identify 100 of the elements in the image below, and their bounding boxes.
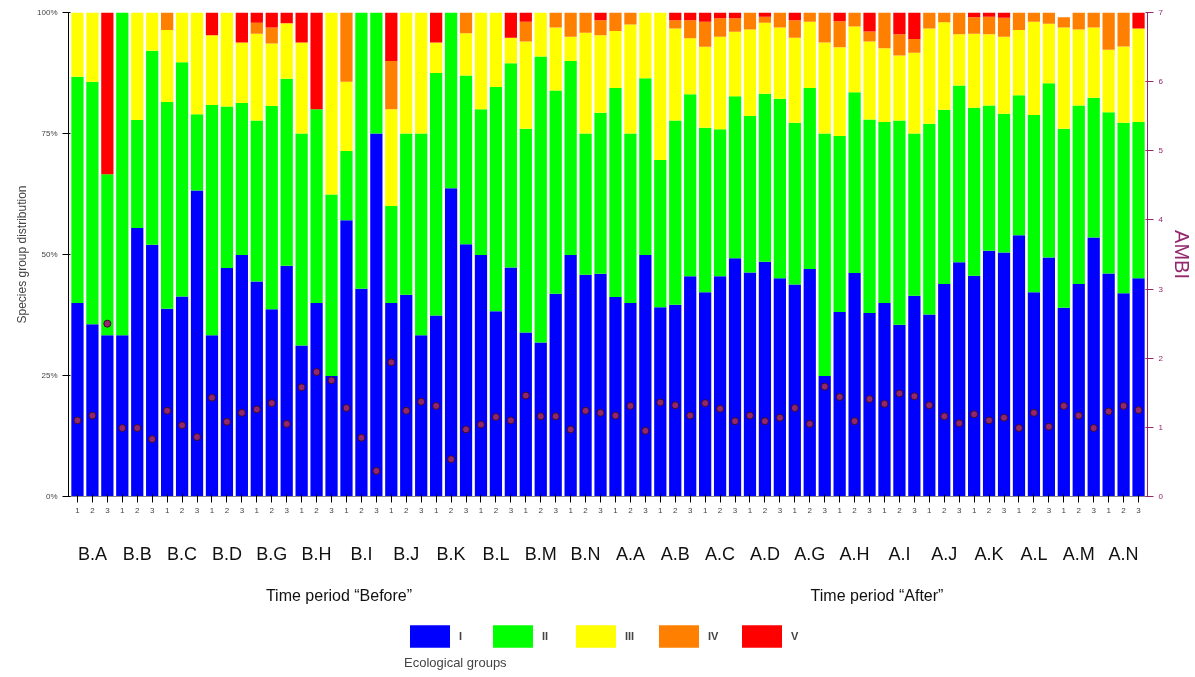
bar xyxy=(310,109,323,303)
bar xyxy=(609,12,622,31)
bar xyxy=(340,220,353,497)
bar xyxy=(1117,46,1130,123)
bar xyxy=(1087,97,1100,238)
bar xyxy=(1102,49,1115,113)
bar xyxy=(594,35,607,113)
bar xyxy=(848,12,861,27)
bar xyxy=(639,12,652,79)
bar xyxy=(71,76,84,303)
x-tick-label: 2 xyxy=(717,505,723,515)
bar xyxy=(788,37,801,123)
x-tick-label: 3 xyxy=(643,505,649,515)
bar xyxy=(624,302,637,497)
bar xyxy=(893,55,906,121)
text: B.N xyxy=(570,543,601,564)
text: A.G xyxy=(794,543,826,564)
x-tick-label: 3 xyxy=(912,505,918,515)
legend-label: V xyxy=(791,630,800,642)
bar xyxy=(430,12,443,43)
bar xyxy=(220,12,234,107)
bar xyxy=(803,88,816,270)
bar xyxy=(848,272,861,497)
bar xyxy=(295,345,308,497)
text: Time period “Before” xyxy=(265,587,413,604)
bar xyxy=(355,12,368,289)
y2-tick-label: 5 xyxy=(1158,146,1164,156)
x-tick-label: 2 xyxy=(179,505,185,515)
bar xyxy=(549,12,562,28)
y2-axis-title: AMBI xyxy=(1170,230,1193,279)
y-tick-label: 25% xyxy=(41,371,58,380)
x-tick-label: 1 xyxy=(1106,505,1112,515)
bar xyxy=(175,62,189,297)
x-tick-label: 1 xyxy=(971,505,977,515)
text: A.A xyxy=(615,543,645,564)
bar xyxy=(415,133,428,336)
bar xyxy=(325,375,338,497)
x-tick-label: 1 xyxy=(1016,505,1022,515)
bar xyxy=(848,92,861,273)
x-tick-label: 2 xyxy=(1121,505,1127,515)
text: A.L xyxy=(1020,543,1048,564)
x-tick-label: 1 xyxy=(568,505,574,515)
x-tick-label: 3 xyxy=(598,505,604,515)
bar xyxy=(1027,115,1041,293)
bar xyxy=(968,107,981,276)
bar xyxy=(953,12,966,35)
x-tick-label: 1 xyxy=(299,505,305,515)
bar xyxy=(1132,12,1145,29)
bar xyxy=(161,29,174,103)
bar xyxy=(833,21,846,48)
bar xyxy=(489,87,503,312)
bar xyxy=(938,22,951,110)
text: B.C xyxy=(167,543,198,564)
x-tick-label: 2 xyxy=(359,505,365,515)
bar xyxy=(190,114,204,191)
x-tick-label: 3 xyxy=(822,505,828,515)
bar xyxy=(459,75,473,245)
bar xyxy=(1072,12,1085,30)
bar xyxy=(609,297,622,497)
bar xyxy=(549,293,562,497)
bar xyxy=(474,254,488,497)
x-tick-label: 3 xyxy=(463,505,469,515)
bar xyxy=(594,273,607,497)
bar xyxy=(773,12,786,28)
bar xyxy=(340,81,353,151)
bar xyxy=(86,81,99,325)
bar xyxy=(1042,257,1055,497)
x-tick-label: 2 xyxy=(897,505,903,515)
x-tick-label: 2 xyxy=(807,505,813,515)
bar xyxy=(893,120,906,325)
x-tick-label: 3 xyxy=(329,505,335,515)
text: A.I xyxy=(888,543,911,564)
bar xyxy=(699,46,712,128)
bar xyxy=(743,116,757,273)
bar xyxy=(175,296,189,497)
bar xyxy=(250,120,263,282)
bar xyxy=(474,109,488,255)
y-tick-label: 50% xyxy=(41,250,58,259)
bar xyxy=(310,302,323,497)
bar xyxy=(459,12,473,34)
bar xyxy=(743,29,757,117)
bar xyxy=(878,302,891,497)
x-tick-label: 2 xyxy=(942,505,948,515)
bar xyxy=(101,335,114,497)
bar xyxy=(728,18,742,32)
bar xyxy=(385,60,398,110)
bar xyxy=(773,98,786,279)
bar xyxy=(146,244,159,497)
text: A.H xyxy=(839,543,870,564)
bar xyxy=(400,133,413,295)
bar xyxy=(878,121,891,303)
bar xyxy=(728,258,742,497)
bar xyxy=(699,12,712,22)
bar xyxy=(1102,273,1115,497)
bar xyxy=(833,135,846,313)
bar xyxy=(878,48,891,122)
bar xyxy=(1012,95,1026,236)
x-tick-label: 1 xyxy=(927,505,933,515)
x-tick-label: 1 xyxy=(523,505,529,515)
bar xyxy=(818,12,831,43)
